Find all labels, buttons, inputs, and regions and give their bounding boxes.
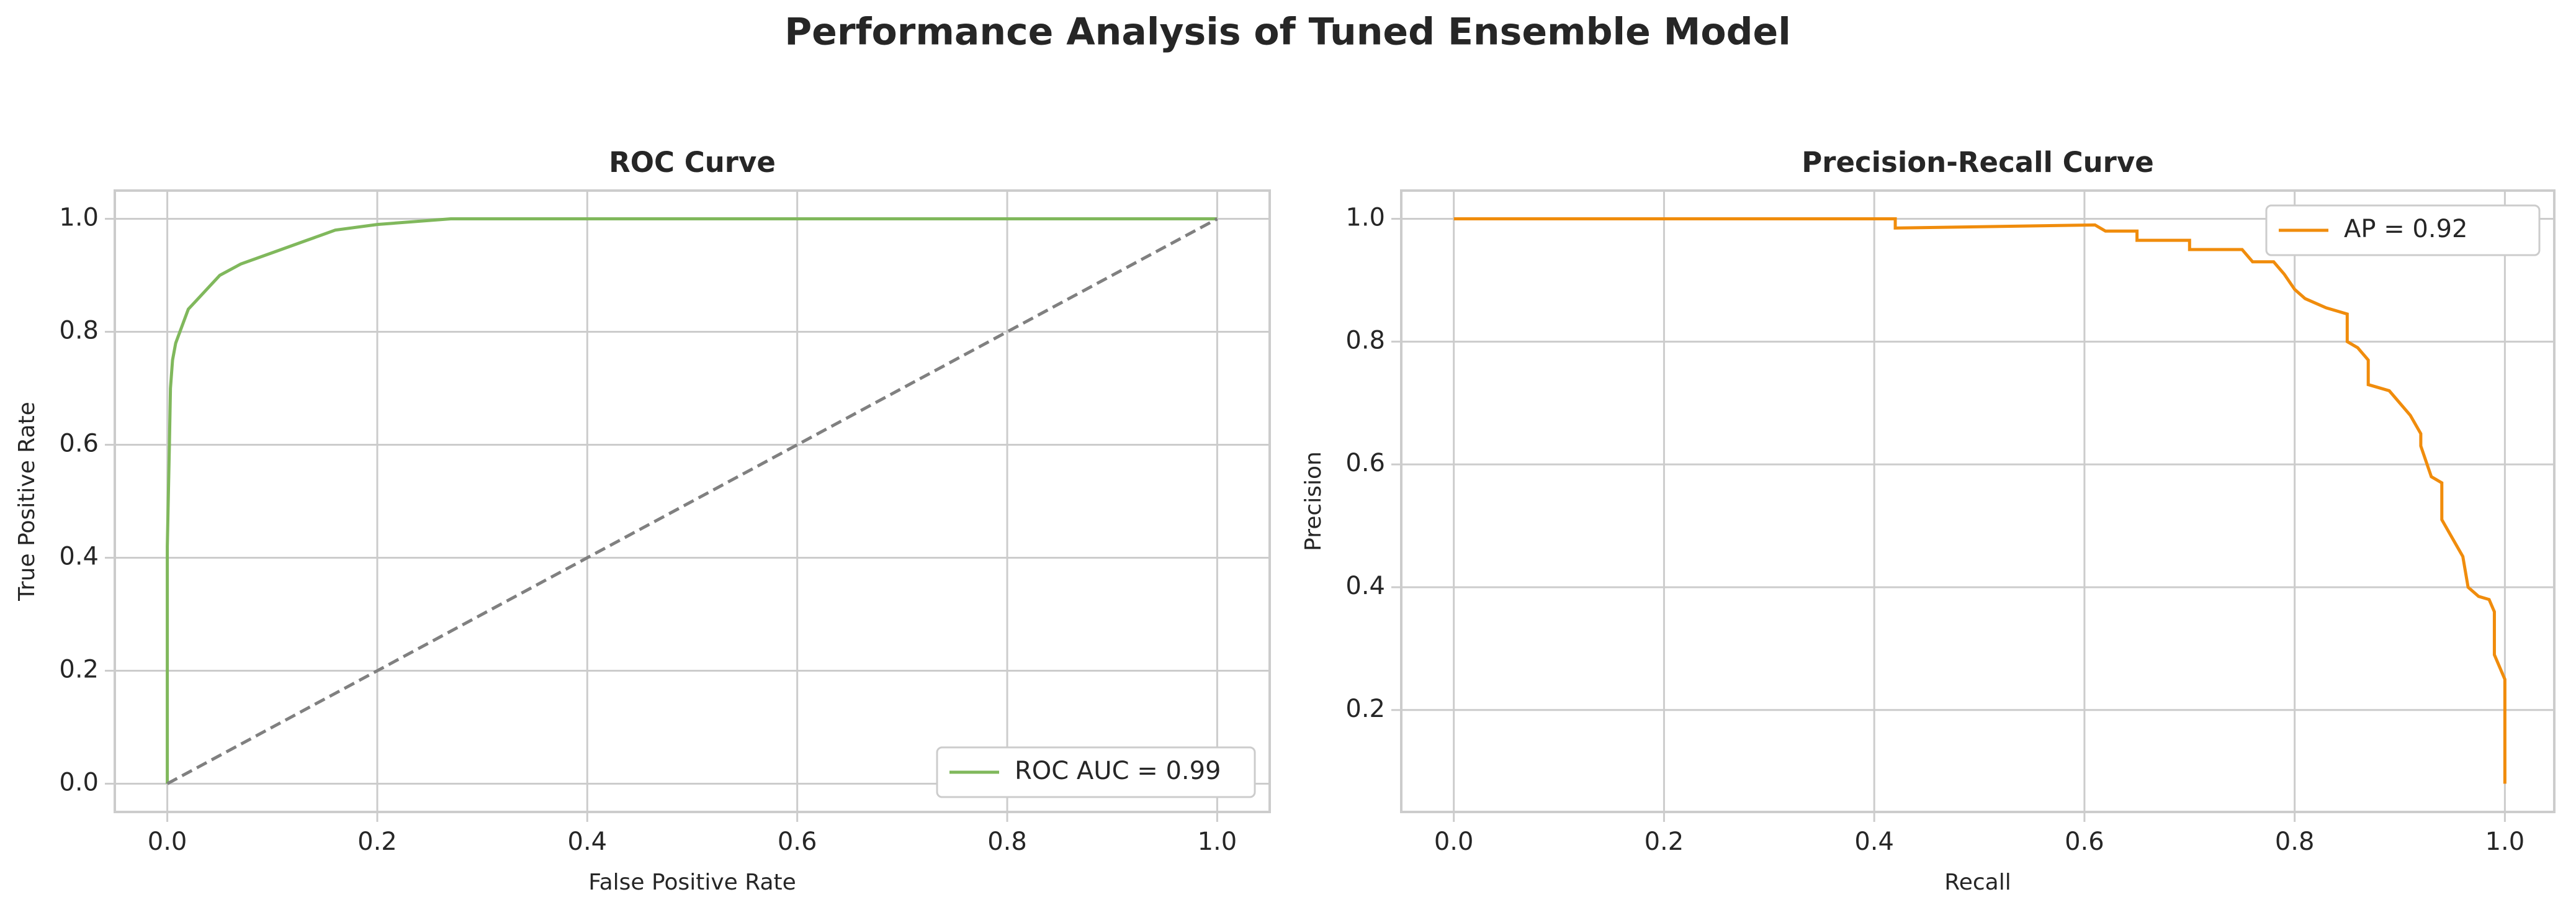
y-tick-label: 0.0 [59,769,99,797]
y-tick-label: 0.6 [1345,449,1385,477]
y-tick-label: 0.2 [59,656,99,684]
y-tick-label: 0.4 [59,543,99,571]
x-tick-label: 0.2 [357,827,397,856]
y-axis-label: True Positive Rate [14,402,40,602]
axes-frame [1400,189,2556,813]
x-tick-label: 0.4 [568,827,608,856]
legend-box [2265,204,2541,256]
y-tick-label: 0.8 [59,317,99,345]
x-tick-label: 1.0 [1198,827,1237,856]
legend-label: ROC AUC = 0.99 [1015,757,1221,785]
y-axis-label: Precision [1301,451,1326,551]
y-tick-label: 0.8 [1345,326,1385,354]
legend-box [936,746,1256,798]
x-axis-label: False Positive Rate [588,870,796,895]
x-tick-label: 0.2 [1645,827,1684,856]
axes-title: Precision-Recall Curve [1802,146,2153,179]
y-tick-label: 0.4 [1345,572,1385,600]
y-tick-label: 1.0 [59,204,99,232]
x-tick-label: 1.0 [2485,827,2525,856]
x-tick-label: 0.6 [778,827,817,856]
y-tick-label: 0.2 [1345,695,1385,723]
x-axis-label: Recall [1944,870,2011,895]
curve [166,217,1218,785]
y-tick-label: 1.0 [1345,204,1385,232]
figure-title: Performance Analysis of Tuned Ensemble M… [784,11,1791,54]
curve [1453,217,2506,784]
x-tick-label: 0.8 [2275,827,2315,856]
x-tick-label: 0.8 [987,827,1027,856]
x-tick-label: 0.6 [2065,827,2104,856]
x-tick-label: 0.0 [148,827,187,856]
x-tick-label: 0.4 [1854,827,1894,856]
legend-label: AP = 0.92 [2344,215,2468,243]
axes-frame [114,189,1271,813]
axes-title: ROC Curve [609,146,776,179]
curve [166,217,1218,784]
y-tick-label: 0.6 [59,430,99,458]
x-tick-label: 0.0 [1434,827,1474,856]
